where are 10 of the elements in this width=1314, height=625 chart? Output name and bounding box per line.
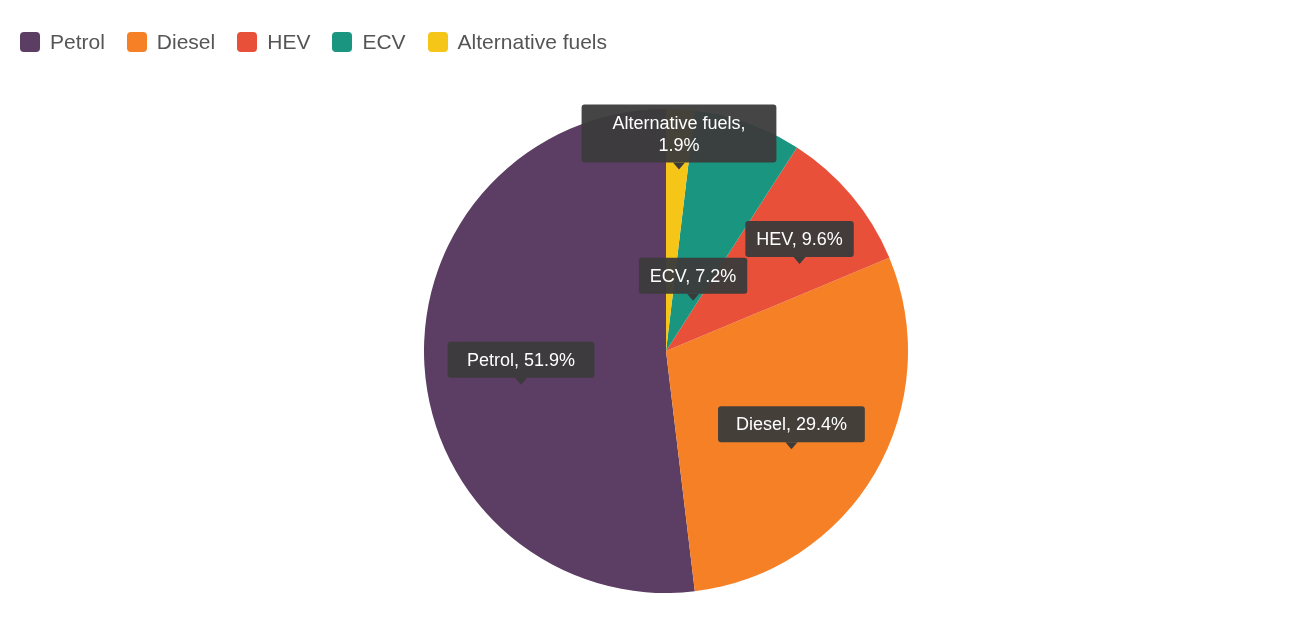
data-label: ECV, 7.2% xyxy=(649,265,737,286)
legend-label: Alternative fuels xyxy=(457,30,608,54)
legend-label: Petrol xyxy=(50,30,105,54)
legend-label: Diesel xyxy=(156,30,216,54)
legend-label: ECV xyxy=(362,30,406,54)
legend-label: HEV xyxy=(267,30,311,54)
data-label: HEV, 9.6% xyxy=(756,229,843,250)
data-label: Diesel, 29.4% xyxy=(735,414,847,435)
data-label: Petrol, 51.9% xyxy=(467,349,576,370)
data-label: Alternative fuels, 1.9% xyxy=(612,112,746,155)
